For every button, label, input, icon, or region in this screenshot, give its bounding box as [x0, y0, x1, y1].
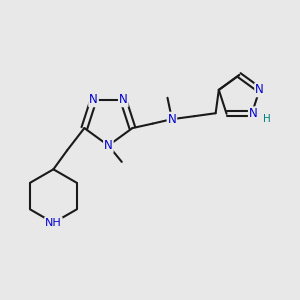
Text: N: N [168, 113, 176, 126]
Text: N: N [89, 93, 98, 106]
Text: N: N [119, 93, 128, 106]
Text: N: N [104, 139, 113, 152]
Text: N: N [249, 107, 258, 120]
Text: N: N [255, 83, 264, 96]
Text: NH: NH [45, 218, 62, 228]
Text: H: H [263, 114, 271, 124]
